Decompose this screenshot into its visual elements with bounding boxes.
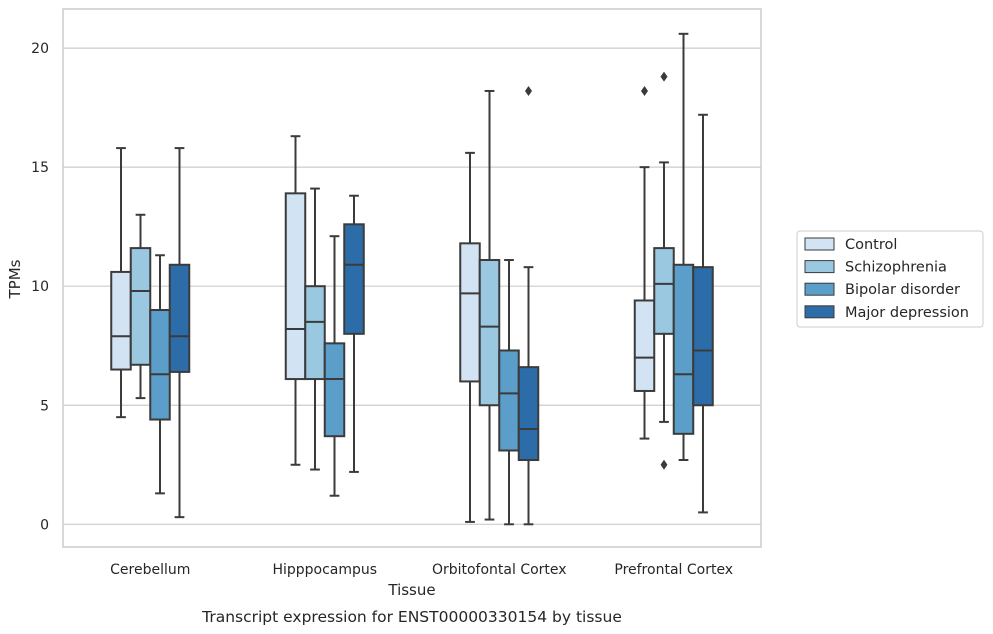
box-control-cerebellum: [110, 147, 132, 419]
box-body: [633, 299, 656, 392]
y-tick-label: 0: [40, 517, 49, 533]
y-axis-label: TPMs: [6, 259, 24, 299]
y-tick-label: 15: [31, 160, 49, 176]
legend-swatch-schizophrenia: [804, 260, 835, 274]
box-bipolar-disorder-prefrontal-cortex: [672, 32, 695, 462]
x-tick-label-prefrontal-cortex: Prefrontal Cortex: [614, 562, 733, 578]
box-schizophrenia-cerebellum: [129, 213, 152, 400]
box-body: [129, 247, 152, 366]
box-control-prefrontal-cortex: [633, 85, 656, 440]
legend-swatch-bipolar-disorder: [804, 282, 835, 296]
x-tick-labels: Cerebellum Hipppocampus Orbitofontal Corte…: [110, 562, 733, 578]
y-tick-label: 20: [31, 41, 49, 57]
box-body: [323, 342, 346, 438]
box-body: [343, 223, 365, 335]
x-axis-label: Tissue: [387, 581, 435, 599]
outlier-point: [525, 85, 532, 96]
box-body: [149, 309, 171, 421]
box-body: [459, 242, 481, 383]
box-body: [498, 349, 520, 452]
legend-frame: [796, 230, 984, 328]
box-bipolar-disorder-orbitofontal-cortex: [498, 259, 520, 526]
box-control-hipppocampus: [284, 135, 307, 466]
legend-swatch-control: [804, 237, 835, 251]
y-tick-labels: 0 5 10 15 20: [31, 41, 49, 533]
box-bipolar-disorder-hipppocampus: [323, 235, 346, 497]
legend-swatch-major-depression: [804, 305, 835, 319]
box-major-depression-hipppocampus: [343, 194, 365, 473]
x-tick-label-hipppocampus: Hipppocampus: [272, 562, 377, 578]
outlier-point: [660, 71, 668, 82]
box-body: [110, 270, 132, 371]
outlier-point: [641, 85, 648, 96]
legend-label-control: Control: [845, 237, 897, 253]
box-body: [653, 247, 675, 335]
box-schizophrenia-hipppocampus: [304, 187, 326, 471]
box-body: [304, 285, 326, 381]
box-body: [672, 263, 695, 435]
legend-label-schizophrenia: Schizophrenia: [845, 260, 947, 276]
legend: Control Schizophrenia Bipolar disorder Majo…: [796, 230, 984, 328]
plot-frame: [62, 8, 762, 548]
outlier-point: [660, 459, 668, 470]
box-body: [284, 192, 307, 381]
box-body: [692, 266, 714, 407]
box-bipolar-disorder-cerebellum: [149, 254, 171, 495]
box-major-depression-cerebellum: [168, 147, 191, 519]
chart-caption: Transcript expression for ENST0000033015…: [201, 608, 622, 626]
x-tick-label-orbitofontal-cortex: Orbitofontal Cortex: [432, 562, 567, 578]
box-schizophrenia-orbitofontal-cortex: [478, 89, 501, 521]
box-groups: [110, 32, 714, 526]
x-tick-label-cerebellum: Cerebellum: [110, 562, 190, 578]
legend-label-major-depression: Major depression: [845, 305, 969, 321]
box-body: [478, 259, 501, 407]
legend-label-bipolar-disorder: Bipolar disorder: [845, 282, 960, 298]
y-tick-label: 10: [31, 279, 49, 295]
box-schizophrenia-prefrontal-cortex: [653, 71, 675, 470]
box-major-depression-prefrontal-cortex: [692, 113, 714, 514]
y-tick-label: 5: [40, 398, 49, 414]
box-body: [168, 263, 191, 373]
box-control-orbitofontal-cortex: [459, 151, 481, 523]
box-body: [517, 366, 540, 462]
box-major-depression-orbitofontal-cortex: [517, 85, 540, 526]
